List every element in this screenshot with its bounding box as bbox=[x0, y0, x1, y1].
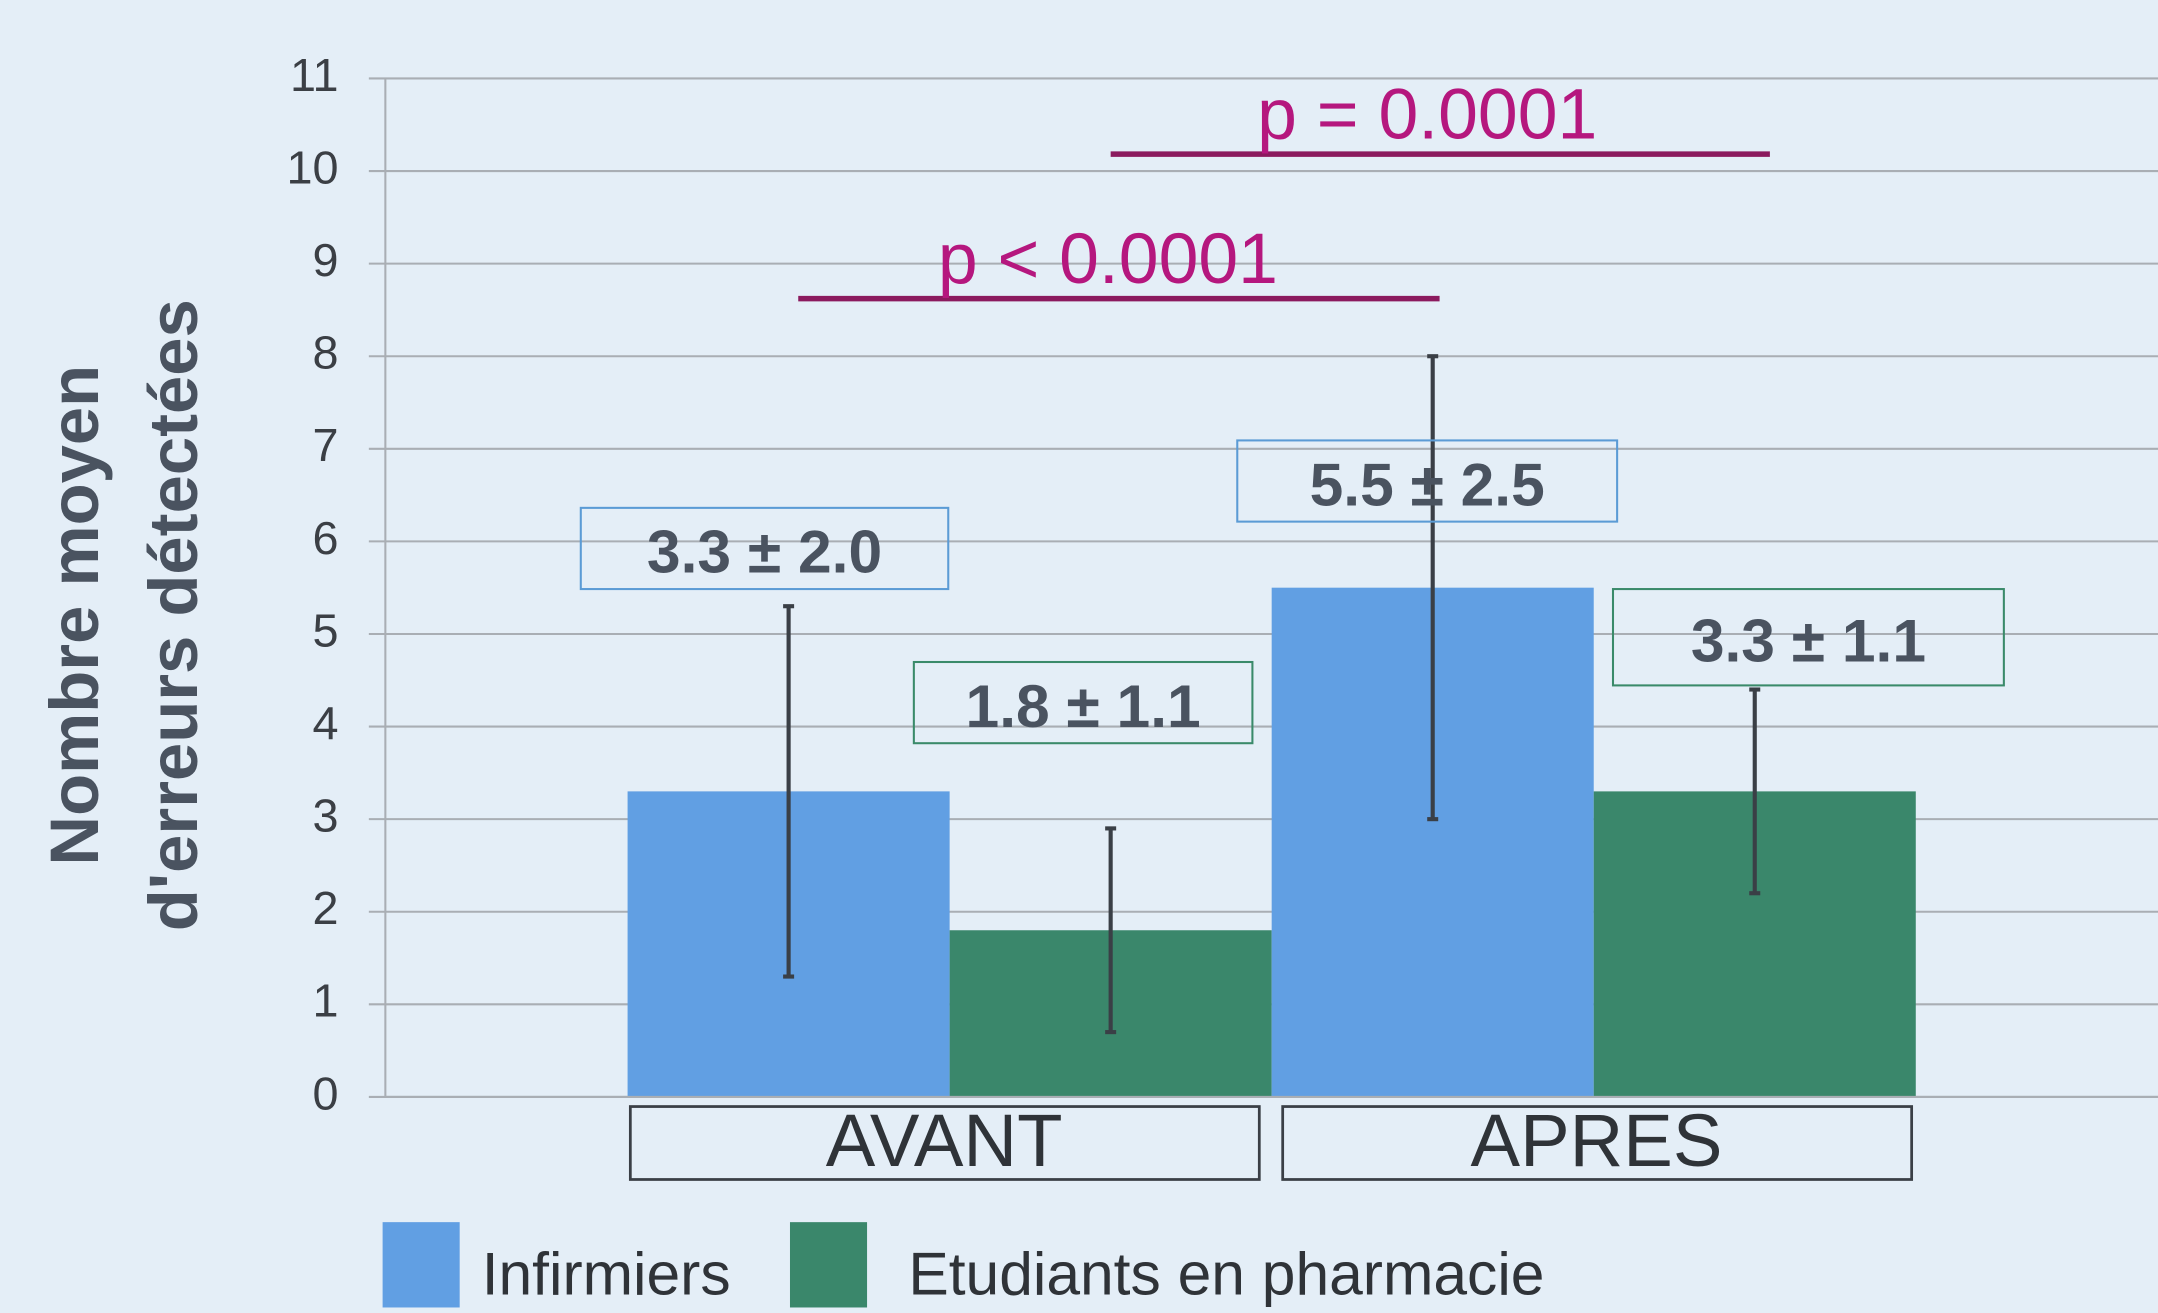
y-tick-label: 10 bbox=[287, 141, 339, 193]
y-tick-label: 6 bbox=[313, 512, 339, 564]
category-box bbox=[628, 1105, 1261, 1181]
y-tick-label: 8 bbox=[313, 327, 339, 379]
y-tick-label: 7 bbox=[313, 419, 339, 471]
value-label-box bbox=[1611, 588, 2005, 687]
value-label-box bbox=[1236, 439, 1619, 523]
value-label-box bbox=[579, 506, 950, 591]
annotation: p = 0.0001 bbox=[1257, 75, 1597, 155]
y-tick-label: 5 bbox=[313, 604, 339, 656]
y-axis-label: d'erreurs détectées bbox=[135, 299, 212, 931]
value-label: 3.3 ± 2.0 bbox=[647, 518, 882, 586]
category-box bbox=[1281, 1105, 1914, 1181]
annotation: p < 0.0001 bbox=[938, 219, 1278, 299]
y-tick-label: 2 bbox=[313, 882, 339, 934]
y-tick-label: 4 bbox=[313, 697, 339, 749]
error-bar bbox=[1105, 826, 1117, 1035]
y-tick-label: 3 bbox=[313, 790, 339, 842]
legend-swatch bbox=[789, 1222, 868, 1308]
value-label: 3.3 ± 1.1 bbox=[1691, 606, 1926, 674]
y-tick-label: 0 bbox=[313, 1067, 339, 1119]
y-tick-label: 1 bbox=[313, 975, 339, 1027]
legend-label: Infirmiers bbox=[482, 1240, 731, 1308]
error-bar bbox=[783, 604, 795, 979]
value-label-box bbox=[912, 660, 1254, 745]
legend-label: Etudiants en pharmacie bbox=[908, 1240, 1544, 1308]
legend-swatch bbox=[382, 1222, 460, 1308]
error-bar bbox=[1749, 687, 1761, 896]
value-label: 5.5 ± 2.5 bbox=[1310, 450, 1545, 518]
y-tick-label: 11 bbox=[290, 49, 339, 101]
y-axis-label: Nombre moyen bbox=[36, 365, 113, 866]
y-tick-label: 9 bbox=[313, 234, 339, 286]
error-bar bbox=[1427, 354, 1439, 822]
value-label: 1.8 ± 1.1 bbox=[966, 672, 1201, 740]
x-tick-label: AVANT bbox=[826, 1099, 1063, 1182]
x-tick-label: APRES bbox=[1471, 1099, 1723, 1182]
